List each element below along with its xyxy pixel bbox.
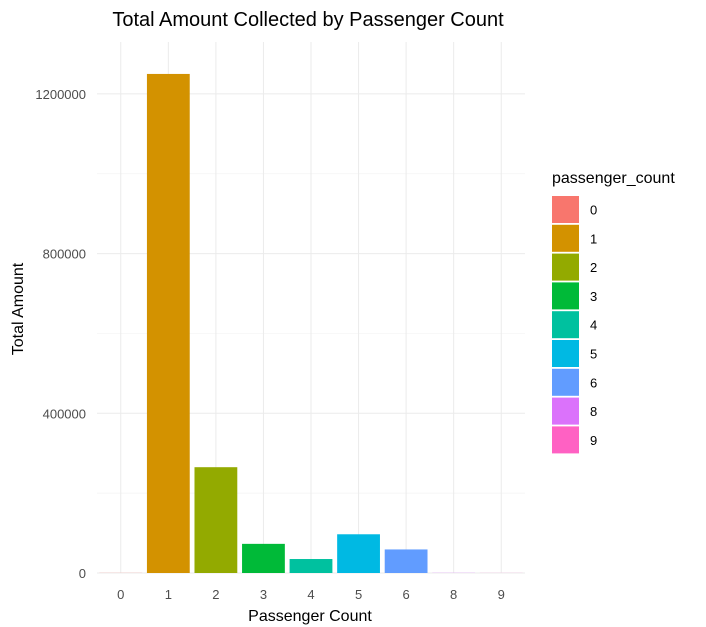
legend-label: 4 bbox=[590, 318, 597, 333]
legend-label: 9 bbox=[590, 433, 597, 448]
legend-key-8 bbox=[552, 397, 579, 425]
chart-title: Total Amount Collected by Passenger Coun… bbox=[112, 9, 504, 31]
x-axis-title: Passenger Count bbox=[248, 608, 372, 625]
x-tick-label: 3 bbox=[260, 587, 267, 602]
bar-4 bbox=[289, 559, 333, 573]
legend-key-5 bbox=[552, 340, 579, 367]
legend-label: 1 bbox=[590, 231, 597, 246]
y-axis-ticks: 0 400000 800000 1200000 bbox=[35, 87, 86, 581]
legend-key-0 bbox=[552, 196, 579, 223]
bar-5 bbox=[337, 534, 380, 573]
bar-1 bbox=[146, 73, 190, 573]
y-axis-title: Total Amount bbox=[10, 262, 27, 355]
legend-title: passenger_count bbox=[552, 170, 675, 187]
x-tick-label: 5 bbox=[355, 587, 362, 602]
legend-key-2 bbox=[552, 253, 579, 281]
legend-key-3 bbox=[552, 282, 579, 310]
legend-label: 5 bbox=[590, 347, 597, 362]
x-axis-ticks: 0 1 2 3 4 5 6 8 9 bbox=[117, 587, 505, 602]
legend-label: 6 bbox=[590, 375, 597, 390]
y-tick-label: 0 bbox=[79, 566, 86, 581]
bar-2 bbox=[194, 467, 238, 573]
x-tick-label: 0 bbox=[117, 587, 124, 602]
legend-key-1 bbox=[552, 224, 579, 252]
legend: passenger_count 0 1 2 3 4 5 6 8 9 bbox=[552, 170, 675, 454]
legend-key-4 bbox=[552, 311, 579, 339]
x-tick-label: 9 bbox=[498, 587, 505, 602]
legend-label: 3 bbox=[590, 289, 597, 304]
bar-6 bbox=[384, 549, 428, 573]
legend-label: 0 bbox=[590, 203, 597, 218]
legend-label: 8 bbox=[590, 404, 597, 419]
y-tick-label: 400000 bbox=[43, 406, 86, 421]
legend-items: 0 1 2 3 4 5 6 8 9 bbox=[552, 196, 597, 454]
bars bbox=[99, 73, 523, 573]
x-tick-label: 8 bbox=[450, 587, 457, 602]
y-tick-label: 1200000 bbox=[35, 87, 86, 102]
bar-3 bbox=[242, 543, 285, 573]
legend-key-9 bbox=[552, 426, 579, 454]
legend-key-6 bbox=[552, 368, 579, 396]
x-tick-label: 6 bbox=[402, 587, 409, 602]
y-tick-label: 800000 bbox=[43, 247, 86, 262]
legend-label: 2 bbox=[590, 260, 597, 275]
x-tick-label: 2 bbox=[212, 587, 219, 602]
x-tick-label: 1 bbox=[165, 587, 172, 602]
x-tick-label: 4 bbox=[307, 587, 314, 602]
